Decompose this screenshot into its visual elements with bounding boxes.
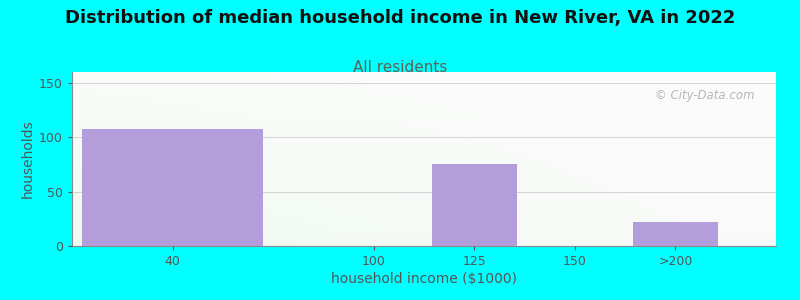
Text: © City-Data.com: © City-Data.com (655, 89, 755, 102)
Text: All residents: All residents (353, 60, 447, 75)
Text: Distribution of median household income in New River, VA in 2022: Distribution of median household income … (65, 9, 735, 27)
Bar (633, 222, 718, 246)
X-axis label: household income ($1000): household income ($1000) (331, 272, 517, 286)
Bar (82, 128, 263, 246)
Bar (431, 164, 517, 246)
Y-axis label: households: households (21, 120, 35, 198)
